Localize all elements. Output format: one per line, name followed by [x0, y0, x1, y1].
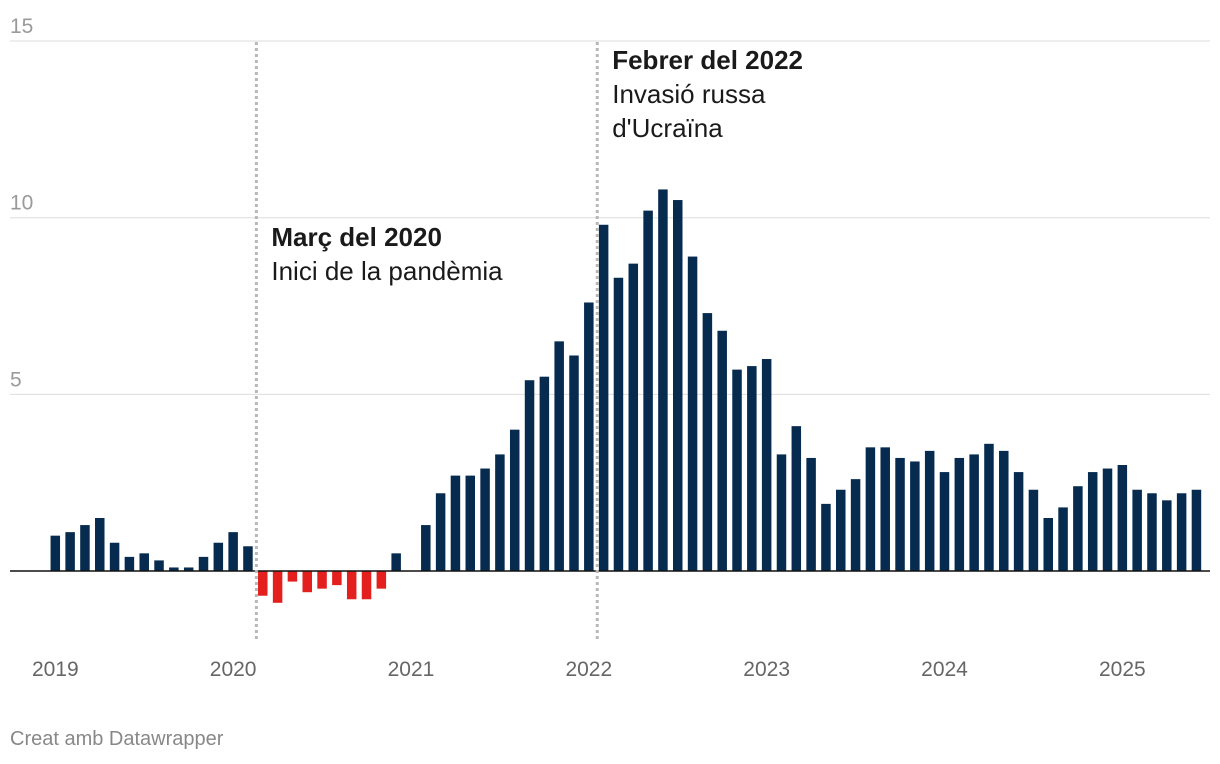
bar — [643, 210, 653, 571]
bar — [717, 330, 727, 571]
bar — [1117, 465, 1128, 571]
bar — [272, 571, 283, 603]
x-tick-label: 2022 — [565, 658, 612, 681]
bar — [154, 560, 164, 571]
bar — [984, 443, 994, 571]
x-tick-label: 2023 — [743, 658, 790, 681]
bar — [450, 475, 461, 571]
chart: 5 10 15 Març del 2020 Inici de la pandèmia Fe… — [10, 15, 1210, 681]
bar — [1176, 493, 1187, 571]
bar — [65, 532, 75, 571]
bar — [391, 553, 401, 571]
bar — [628, 263, 639, 571]
bar — [672, 200, 683, 572]
bar — [747, 366, 757, 571]
bar — [732, 369, 742, 571]
bar — [598, 224, 609, 571]
bar — [584, 302, 594, 571]
bar — [1043, 518, 1053, 571]
bar — [687, 256, 698, 571]
bar — [1162, 500, 1172, 571]
bar — [776, 454, 787, 571]
bar — [806, 457, 816, 571]
bar — [761, 359, 772, 571]
bar — [258, 571, 268, 596]
bar — [50, 535, 61, 571]
x-tick-label: 2020 — [210, 658, 257, 681]
bar — [836, 489, 846, 571]
bar — [183, 567, 194, 571]
bar — [939, 472, 950, 571]
bar — [569, 355, 579, 571]
bar — [302, 571, 312, 593]
y-tick-label: 10 — [10, 192, 33, 215]
bar — [1058, 507, 1068, 571]
bar — [376, 571, 387, 589]
bar — [850, 479, 861, 571]
y-tick-label: 5 — [10, 368, 22, 391]
bar — [1013, 472, 1024, 571]
bar — [954, 457, 965, 571]
bar — [791, 426, 802, 571]
bar — [361, 571, 372, 600]
bar — [109, 542, 120, 571]
x-tick-label: 2021 — [388, 658, 435, 681]
bar — [658, 189, 668, 571]
y-tick-label: 15 — [10, 15, 33, 38]
bar — [124, 556, 135, 571]
bar — [1028, 489, 1039, 571]
bar — [317, 571, 327, 589]
bar — [228, 532, 238, 571]
credit-text: Creat amb Datawrapper — [10, 728, 224, 750]
bar — [1191, 489, 1202, 571]
bar — [554, 341, 564, 571]
bar — [332, 571, 342, 586]
bar — [435, 493, 446, 571]
bar — [999, 450, 1009, 571]
bar — [969, 454, 979, 571]
bar — [1147, 493, 1157, 571]
bar — [169, 567, 179, 571]
annotation-text: d'Ucraïna — [612, 113, 723, 143]
annotation-text: Invasió russa — [612, 79, 766, 109]
bar — [910, 461, 920, 571]
x-tick-label: 2019 — [32, 658, 79, 681]
bar — [1073, 486, 1083, 571]
bar — [465, 475, 476, 571]
bar — [80, 525, 90, 571]
bar — [821, 503, 831, 571]
bar — [287, 571, 298, 582]
bar — [480, 468, 490, 571]
bar — [1102, 468, 1113, 571]
bar — [539, 376, 550, 571]
bar — [1132, 489, 1142, 571]
x-tick-label: 2024 — [921, 658, 968, 681]
bar — [198, 556, 209, 571]
bar — [702, 313, 713, 571]
bar — [421, 525, 431, 571]
annotation-title: Febrer del 2022 — [612, 45, 803, 75]
bar — [139, 553, 149, 571]
bar — [1087, 472, 1098, 571]
bar — [924, 450, 935, 571]
bar — [346, 571, 357, 600]
bar — [613, 277, 624, 571]
bar — [95, 518, 105, 571]
bar — [895, 457, 905, 571]
bar — [495, 454, 505, 571]
bar — [524, 380, 535, 571]
bar — [509, 429, 520, 571]
bar — [880, 447, 890, 572]
annotation-text: Inici de la pandèmia — [271, 256, 503, 286]
x-tick-label: 2025 — [1099, 658, 1146, 681]
bar — [243, 546, 253, 571]
bar — [865, 447, 876, 572]
bar — [213, 542, 224, 571]
annotation-title: Març del 2020 — [271, 222, 442, 252]
